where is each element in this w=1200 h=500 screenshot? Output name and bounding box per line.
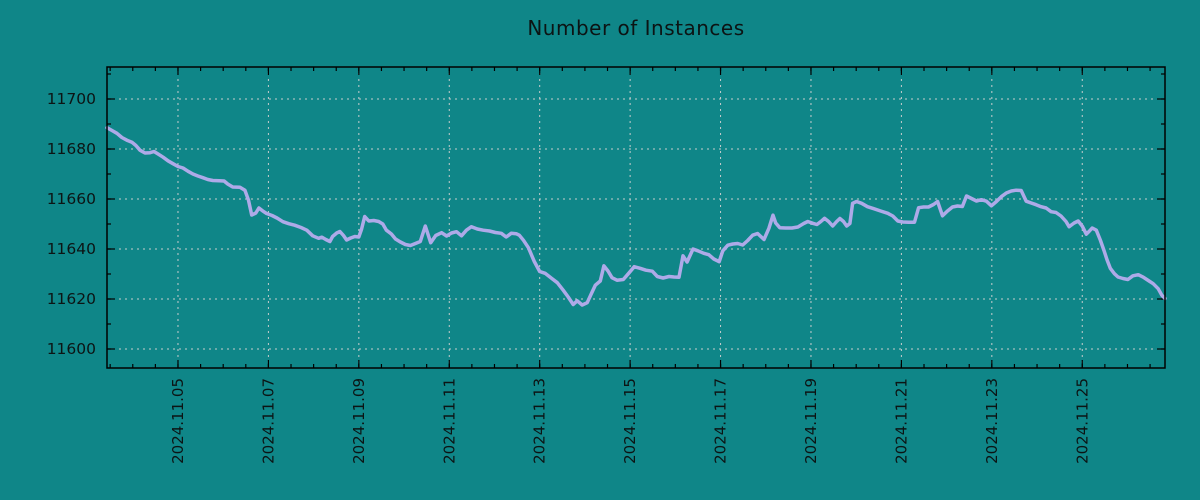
x-tick-label: 2024.11.17 [712, 378, 730, 464]
chart-title: Number of Instances [527, 16, 745, 40]
x-tick-label: 2024.11.13 [531, 378, 549, 464]
y-tick-label: 11620 [47, 290, 96, 308]
x-tick-label: 2024.11.11 [440, 378, 458, 464]
x-tick-label: 2024.11.07 [259, 378, 277, 464]
y-tick-label: 11640 [47, 240, 96, 258]
instances-line [105, 125, 1167, 307]
x-tick-label: 2024.11.25 [1073, 378, 1091, 464]
x-tick-label: 2024.11.09 [350, 378, 368, 464]
x-tick-label: 2024.11.15 [621, 378, 639, 464]
plot-border [106, 66, 1166, 369]
y-tick-label: 11700 [47, 90, 96, 108]
x-tick-label: 2024.11.05 [169, 378, 187, 464]
y-tick-label: 11680 [47, 140, 96, 158]
x-tick-label: 2024.11.19 [802, 378, 820, 464]
y-tick-label: 11600 [47, 340, 96, 358]
x-tick-label: 2024.11.21 [892, 378, 910, 464]
y-tick-label: 11660 [47, 190, 96, 208]
x-tick-label: 2024.11.23 [983, 378, 1001, 464]
